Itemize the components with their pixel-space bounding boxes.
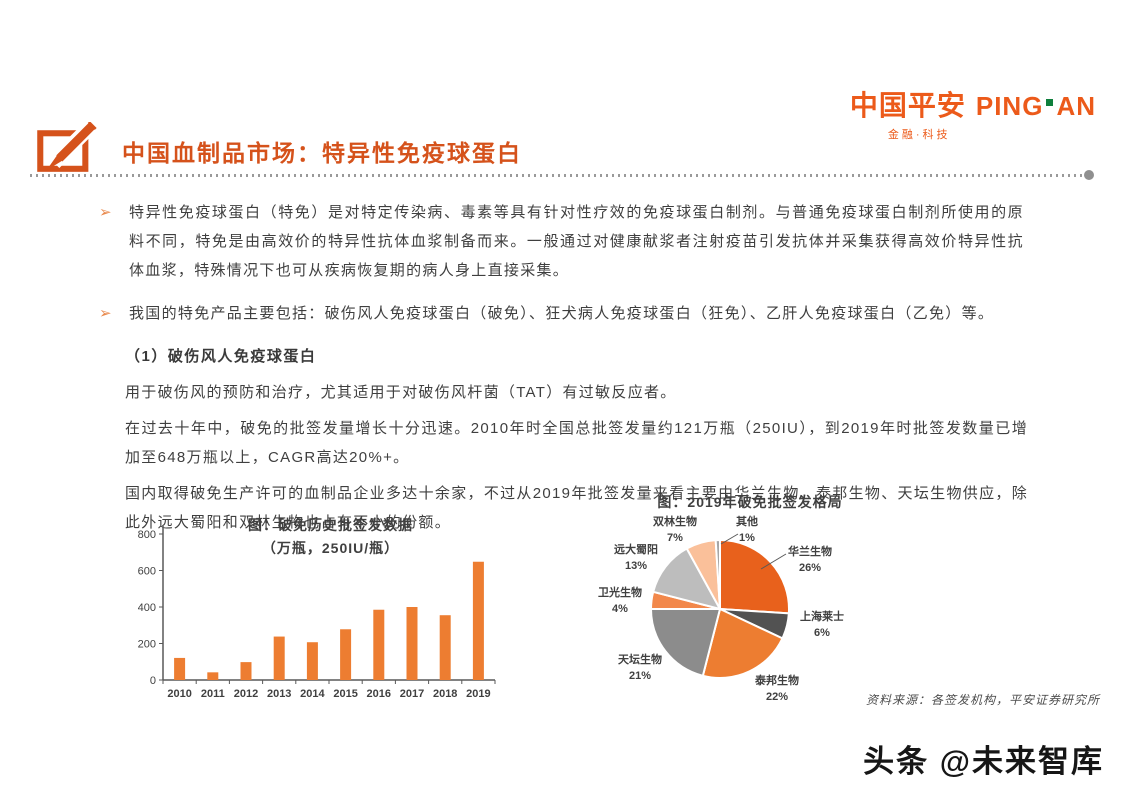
pie-chart-title: 图：2019年破免批签发格局 [657, 494, 843, 510]
bar-2017 [406, 607, 418, 680]
bullet-arrow-icon: ➢ [99, 305, 112, 322]
section-paragraph: 用于破伤风的预防和治疗，尤其适用于对破伤风杆菌（TAT）有过敏反应者。 [125, 384, 677, 401]
logo-green-square-icon [1046, 98, 1054, 106]
x-axis-tick-label: 2012 [234, 688, 258, 700]
bar-2010 [174, 657, 186, 680]
dotted-divider [30, 174, 1086, 177]
bar-2014 [306, 642, 318, 680]
x-axis-tick-label: 2018 [433, 688, 457, 700]
pie-label-1: 华兰生物 26% [788, 546, 832, 574]
bar-chart-title: 图：破免历史批签发数据 （万瓶，250IU/瓶） [163, 514, 498, 560]
source-note: 资料来源：各签发机构，平安证券研究所 [865, 693, 1100, 707]
pie-slice-8 [714, 539, 721, 610]
bullet-item: ➢ 特异性免疫球蛋白（特免）是对特定传染病、毒素等具有针对性疗效的免疫球蛋白制剂… [99, 198, 1024, 285]
pie-label-4: 天坛生物 21% [618, 654, 662, 682]
logo-en-text: PING AN [975, 91, 1096, 121]
pie-label-7: 双林生物 7% [653, 516, 697, 544]
logo-subtitle: 金融·科技 [887, 129, 951, 141]
bullet-arrow-icon: ➢ [99, 204, 112, 221]
section-paragraph: 在过去十年中，破免的批签发量增长十分迅速。2010年时全国总批签发量约121万瓶… [125, 420, 1028, 466]
pie-label-8: 其他 1% [736, 516, 758, 544]
leader-line [720, 533, 739, 545]
y-axis-tick-label: 800 [138, 529, 156, 541]
bullet-item: ➢ 我国的特免产品主要包括：破伤风人免疫球蛋白（破免）、狂犬病人免疫球蛋白（狂免… [99, 299, 1024, 328]
divider-end-dot [1084, 170, 1094, 180]
bullet-text: 我国的特免产品主要包括：破伤风人免疫球蛋白（破免）、狂犬病人免疫球蛋白（狂免）、… [129, 305, 995, 322]
body-content: ➢ 特异性免疫球蛋白（特免）是对特定传染病、毒素等具有针对性疗效的免疫球蛋白制剂… [99, 198, 1027, 544]
section-tetanus-immunoglobulin: （1）破伤风人免疫球蛋白 用于破伤风的预防和治疗，尤其适用于对破伤风杆菌（TAT… [125, 345, 1027, 537]
pie-label-2: 上海莱士 6% [800, 611, 844, 639]
pie-slice-6 [652, 547, 721, 610]
logo-cn-text: 中国平安 [849, 90, 966, 121]
edit-pencil-icon [35, 117, 101, 179]
bullet-text: 特异性免疫球蛋白（特免）是对特定传染病、毒素等具有针对性疗效的免疫球蛋白制剂。与… [129, 204, 1024, 279]
bar-2018 [439, 615, 451, 680]
pie-slice-1 [719, 539, 790, 615]
pie-label-3: 泰邦生物 22% [755, 675, 799, 703]
x-axis-tick-label: 2015 [333, 688, 357, 700]
page-title: 中国血制品市场：特异性免疫球蛋白 [122, 140, 522, 166]
section-heading: （1）破伤风人免疫球蛋白 [125, 348, 317, 365]
x-axis-tick-label: 2014 [300, 688, 325, 700]
x-axis-tick-label: 2016 [367, 688, 391, 700]
bar-chart-plot: 0 200 400 600 800 2010 2011 2012 2013 2014 2015 201… [138, 526, 496, 700]
y-axis-tick-label: 200 [138, 639, 156, 651]
bar-2011 [207, 672, 219, 680]
x-axis-tick-label: 2011 [201, 688, 225, 700]
pingan-logo: 中国平安 PING AN 金融·科技 [850, 84, 1096, 142]
pie-slice-3 [701, 608, 784, 679]
pie-chart-plot [650, 533, 790, 679]
pie-chart-2019-market-share: 图：2019年破免批签发格局 华兰生物 26% 上海莱士 6% 泰邦生物 22% 天坛生物 2… [580, 490, 920, 715]
bar-chart-batch-issuance-history: 图：破免历史批签发数据 （万瓶，250IU/瓶） 0 200 400 600 800 20… [138, 512, 513, 712]
x-axis-tick-label: 2010 [167, 688, 191, 700]
x-axis-tick-label: 2013 [267, 688, 291, 700]
bar-2012 [240, 662, 252, 680]
y-axis-tick-label: 0 [150, 675, 156, 687]
bar-2015 [340, 629, 352, 680]
bar-2013 [273, 636, 285, 680]
pie-label-5: 卫光生物 4% [598, 587, 642, 615]
watermark: 头条 @未来智库 [863, 744, 1104, 779]
leader-line [760, 553, 787, 570]
x-axis-tick-label: 2019 [466, 688, 490, 700]
y-axis-tick-label: 600 [138, 566, 156, 578]
pie-slice-4 [650, 608, 721, 677]
x-axis-tick-label: 2017 [400, 688, 424, 700]
pie-label-6: 远大蜀阳 13% [614, 544, 658, 572]
bar-2019 [472, 561, 484, 680]
bar-chart-title-line1: 图：破免历史批签发数据 [248, 517, 413, 533]
bar-chart-title-line2: （万瓶，250IU/瓶） [261, 540, 400, 556]
y-axis-tick-label: 400 [138, 602, 156, 614]
bar-2016 [373, 609, 385, 680]
section-paragraph: 国内取得破免生产许可的血制品企业多达十余家，不过从2019年批签发量来看主要由华… [125, 485, 1028, 531]
